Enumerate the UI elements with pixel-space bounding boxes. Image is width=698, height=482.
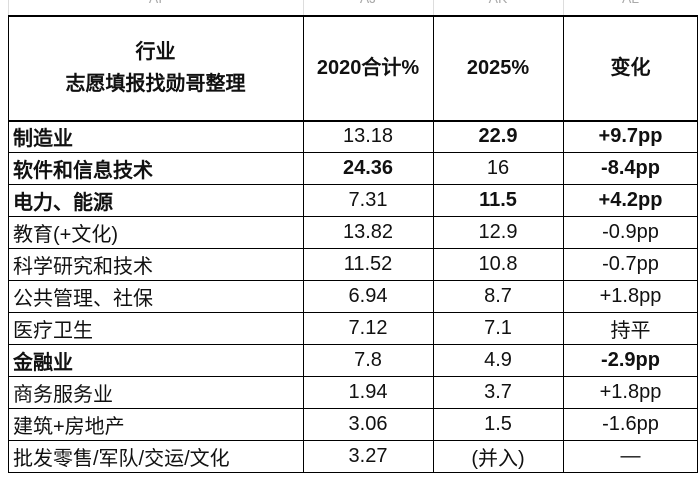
- table-cell: 12.9: [478, 220, 518, 243]
- row-label: 电力、能源: [13, 191, 113, 214]
- row-border: [8, 248, 698, 249]
- table-cell: +4.2pp: [598, 188, 663, 211]
- table-cell: 10.8: [478, 252, 518, 275]
- row-border: [8, 120, 698, 122]
- table-cell: +1.8pp: [599, 380, 662, 403]
- table-cell: -0.7pp: [602, 252, 659, 275]
- table-cell: 3.7: [484, 380, 512, 403]
- row-label: 批发零售/军队/交运/文化: [13, 447, 230, 470]
- table-cell: +9.7pp: [598, 124, 663, 147]
- column-border: [563, 15, 564, 472]
- header-grid-line: [8, 0, 9, 15]
- table-cell: 11.52: [343, 252, 393, 275]
- table-cell: 8.7: [484, 284, 512, 307]
- header-grid-line: [563, 0, 564, 15]
- table-cell: 7.12: [348, 316, 388, 339]
- row-border: [8, 152, 698, 153]
- table-cell: -2.9pp: [601, 348, 660, 371]
- row-border: [8, 280, 698, 281]
- header-grid-line: [433, 0, 434, 15]
- row-label: 医疗卫生: [13, 319, 93, 342]
- table-cell: 11.5: [479, 188, 517, 211]
- column-border: [303, 15, 304, 472]
- table-cell: -1.6pp: [602, 412, 659, 435]
- header-cell: 变化: [610, 56, 651, 79]
- table-cell: (并入): [471, 447, 525, 470]
- table-cell: 6.94: [348, 284, 388, 307]
- row-label: 制造业: [13, 127, 73, 150]
- table-cell: 13.18: [342, 124, 394, 147]
- column-letter: AK: [433, 0, 563, 6]
- table-cell: 13.82: [342, 220, 394, 243]
- row-border: [8, 472, 698, 473]
- column-border: [433, 15, 434, 472]
- row-border: [8, 312, 698, 313]
- row-label: 商务服务业: [13, 383, 113, 406]
- row-border: [8, 344, 698, 345]
- table-cell: 22.9: [478, 124, 518, 147]
- table-cell: 7.8: [354, 348, 382, 371]
- header-cell: 2025%: [466, 56, 530, 79]
- row-label: 科学研究和技术: [13, 255, 153, 278]
- row-border: [8, 184, 698, 185]
- row-border: [8, 408, 698, 409]
- column-letter: AI: [8, 0, 303, 6]
- table-cell: 持平: [610, 319, 651, 342]
- row-label: 金融业: [13, 351, 73, 374]
- header-cell: 2020合计%: [316, 56, 420, 79]
- header-cell: 行业 志愿填报找勋哥整理: [65, 40, 246, 95]
- row-border: [8, 376, 698, 377]
- row-border: [8, 216, 698, 217]
- row-label: 软件和信息技术: [13, 159, 153, 182]
- row-border: [8, 440, 698, 441]
- column-letter: AJ: [303, 0, 433, 6]
- row-border: [8, 15, 698, 17]
- table-cell: —: [620, 444, 641, 467]
- table-cell: 3.06: [348, 412, 388, 435]
- header-grid-line: [303, 0, 304, 15]
- column-border: [8, 15, 9, 472]
- table-cell: +1.8pp: [599, 284, 662, 307]
- row-label: 建筑+房地产: [13, 415, 125, 438]
- table-cell: 1.94: [348, 380, 388, 403]
- table-cell: -8.4pp: [601, 156, 660, 179]
- table-cell: 1.5: [484, 412, 512, 435]
- table-cell: 16: [486, 156, 510, 179]
- row-label: 公共管理、社保: [13, 287, 153, 310]
- row-label: 教育(+文化): [13, 223, 118, 246]
- table-cell: -0.9pp: [602, 220, 659, 243]
- column-letter: AL: [563, 0, 698, 6]
- table-cell: 3.27: [348, 444, 388, 467]
- table-cell: 4.9: [484, 348, 512, 371]
- table-cell: 7.1: [484, 316, 512, 339]
- table-cell: 24.36: [342, 156, 394, 179]
- table-cell: 7.31: [348, 188, 388, 211]
